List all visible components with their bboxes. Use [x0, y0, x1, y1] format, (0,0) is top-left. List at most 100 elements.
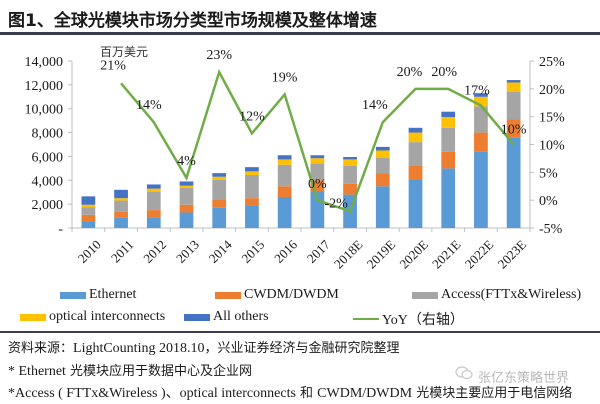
y2-tick-label: 20% — [539, 83, 565, 98]
bar-segment — [474, 132, 488, 152]
x-tick-label: 2018E — [331, 237, 366, 272]
bar-segment — [114, 200, 128, 212]
bar-segment — [506, 80, 521, 83]
legend-label: optical interconnects — [49, 309, 166, 324]
bar-segment — [343, 165, 357, 184]
x-tick-label: 2017 — [304, 237, 333, 266]
legend-color-swatch — [184, 313, 210, 321]
bar-segment — [146, 188, 161, 192]
legend-label: Access(FTTx&Wireless) — [441, 287, 582, 302]
footnote-text: 光模块主要应用于电信网络 — [412, 386, 573, 401]
y2-tick-label: -5% — [539, 222, 563, 237]
source-latin: LightCounting 2018.10 — [73, 341, 205, 356]
legend-label: CWDM/DWDM — [244, 287, 339, 302]
bar-segment — [408, 179, 423, 228]
x-tick-label: 2022E — [462, 237, 497, 272]
y-tick-label: 4,000 — [32, 174, 64, 189]
bar-segment — [310, 180, 325, 192]
bar-segment — [146, 184, 161, 189]
bar-segment — [146, 191, 161, 211]
bar-segment — [179, 185, 194, 189]
y2-tick-label: 15% — [539, 111, 565, 126]
yoy-data-label: 14% — [136, 98, 162, 113]
x-tick-label: 2016 — [271, 237, 300, 266]
x-tick-label: 2019E — [364, 237, 399, 272]
bar-segment — [81, 214, 96, 222]
footnote-telecom: *Access ( FTTx&Wireless )、optical interc… — [8, 382, 572, 402]
footnote-latin: Ethernet — [18, 364, 66, 379]
legend-line-swatch — [353, 318, 379, 320]
bar-segment — [408, 127, 423, 133]
bar-segment — [277, 159, 292, 165]
bar-segment — [506, 119, 521, 138]
bar-segment — [441, 117, 456, 128]
legend-label: Ethernet — [89, 287, 137, 302]
bar-segment — [474, 151, 488, 228]
data-labels: 21% 14% 4% 23% 12% 19% 0% -2% 14% 20% 20% 17% 10% — [100, 48, 527, 211]
bar-segment — [212, 207, 227, 228]
legend-item: Ethernet — [60, 287, 136, 303]
bar-segment — [441, 127, 456, 152]
y2-tick-label: 5% — [539, 166, 558, 181]
yoy-line — [120, 68, 515, 213]
footnote-conj: 和 — [295, 386, 318, 401]
bar-segment — [179, 204, 194, 213]
x-tick-label: 2011 — [108, 237, 137, 266]
bar-segment — [114, 198, 128, 201]
bar-segment — [343, 159, 357, 166]
yoy-data-label: 12% — [239, 109, 265, 124]
bar-segment — [245, 198, 259, 206]
x-tick-label: 2023E — [495, 237, 530, 272]
yoy-data-label: 21% — [100, 58, 126, 73]
yoy-data-label: 17% — [464, 84, 490, 99]
y2-tick-label: 0% — [539, 194, 558, 209]
bar-segment — [212, 199, 227, 208]
bar-segment — [277, 196, 292, 228]
legend-color-swatch — [20, 313, 46, 321]
footnote-latin2: CWDM/DWDM — [317, 386, 413, 401]
bar-segment — [277, 155, 292, 160]
bar-segment — [375, 150, 390, 158]
y2-tick-label: 10% — [539, 139, 565, 154]
bar-segment — [277, 186, 292, 197]
bar-segment — [212, 179, 227, 200]
bar-segment — [375, 157, 390, 174]
bar-segment — [245, 174, 259, 199]
bar-segment — [506, 92, 521, 120]
y-tick-label: 2,000 — [32, 198, 64, 213]
bar-segment — [114, 211, 128, 218]
footnote-ethernet: * Ethernet 光模块应用于数据中心及企业网 — [8, 360, 252, 380]
bar-segment — [343, 157, 357, 160]
bar-segment — [81, 207, 96, 215]
bar-segment — [441, 151, 456, 169]
yoy-data-label: 19% — [272, 70, 298, 85]
bar-segment — [81, 204, 96, 208]
bar-segment — [212, 176, 227, 180]
bar-segment — [212, 173, 227, 177]
y-tick-label: 8,000 — [32, 127, 64, 142]
legend-item: All others — [184, 309, 269, 325]
bar-segment — [81, 221, 96, 228]
yoy-data-label: 23% — [206, 48, 232, 63]
bar-segment — [441, 111, 456, 118]
y-tick-label: 14,000 — [25, 55, 64, 70]
yoy-data-label: 20% — [431, 65, 457, 80]
bar-segment — [146, 210, 161, 218]
x-tick-label: 2020E — [396, 237, 431, 272]
legend-label: All others — [213, 309, 269, 324]
y-axis-label: 百万美元 — [100, 45, 148, 59]
x-tick-label: 2015 — [238, 237, 267, 266]
source-prefix: 资料来源： — [8, 341, 74, 356]
y2-tick-label: 25% — [539, 55, 565, 70]
bar-segment — [310, 155, 325, 159]
yoy-data-label: 0% — [308, 177, 327, 192]
legend-item: optical interconnects — [20, 309, 165, 325]
wechat-icon — [455, 366, 473, 380]
footnote-text: 光模块应用于数据中心及企业网 — [65, 364, 253, 379]
bar-segment — [245, 167, 259, 172]
legend-item: CWDM/DWDM — [215, 287, 339, 303]
y-tick-label: - — [58, 222, 63, 237]
footnote-star: * — [8, 364, 19, 379]
legend-color-swatch — [60, 291, 86, 299]
bar-segment — [506, 137, 521, 228]
